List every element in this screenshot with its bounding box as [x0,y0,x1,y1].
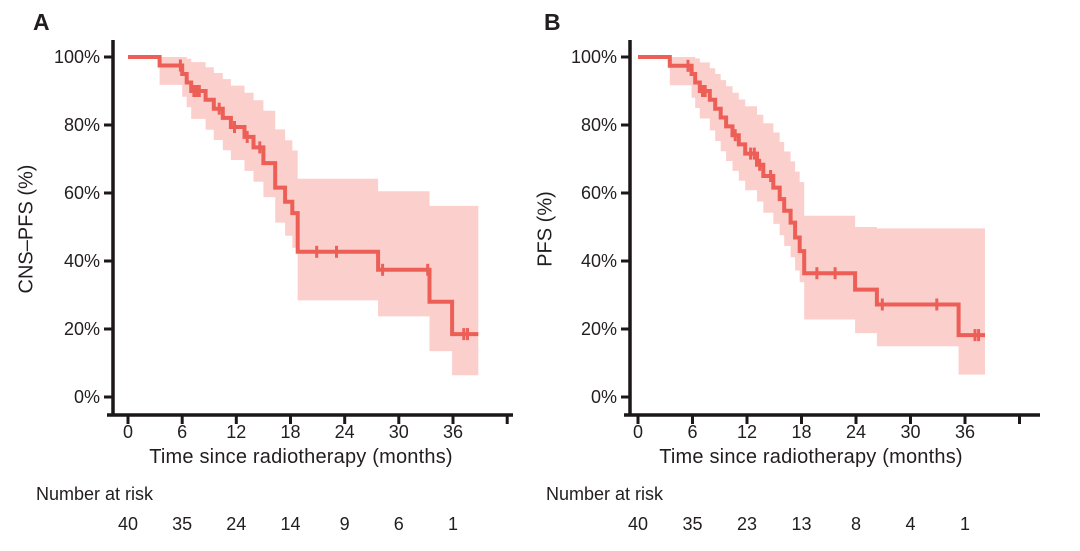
risk-count: 1 [959,514,970,534]
risk-count: 23 [736,514,758,534]
x-tick-label: 24 [845,422,867,442]
number-at-risk-label-b: Number at risk [546,484,664,504]
x-tick-label: 12 [226,422,247,442]
risk-count: 1 [447,514,458,534]
y-tick-label: 60% [580,183,617,203]
y-tick-label: 0% [590,387,617,407]
x-tick-label: 36 [954,422,976,442]
y-tick-label: 60% [63,183,100,203]
x-tick-label: 0 [122,422,133,442]
risk-count: 4 [905,514,916,534]
risk-count: 13 [791,514,812,534]
risk-count: 35 [172,514,193,534]
y-tick-label: 20% [63,319,100,339]
risk-count: 6 [393,514,404,534]
number-at-risk-label-a: Number at risk [36,484,154,504]
panel-a-label: A [33,9,50,35]
x-tick-label: 18 [280,422,301,442]
risk-count: 8 [850,514,861,534]
y-tick-label: 80% [63,115,100,135]
y-tick-label: 20% [580,319,617,339]
panel-b-label: B [544,9,561,35]
x-tick-label: 30 [900,422,921,442]
y-tick-label: 40% [580,251,617,271]
risk-count: 40 [627,514,649,534]
risk-count: 14 [280,514,301,534]
km-curve [638,55,985,338]
y-tick-label: 0% [73,387,100,407]
risk-count: 40 [117,514,139,534]
x-tick-label: 36 [442,422,464,442]
x-axis-title-a: Time since radiotherapy (months) [149,446,453,468]
risk-count: 9 [339,514,350,534]
x-tick-label: 0 [632,422,643,442]
x-tick-label: 6 [177,422,188,442]
x-tick-label: 24 [334,422,355,442]
confidence-band [159,57,479,376]
x-tick-label: 30 [388,422,409,442]
x-tick-label: 6 [687,422,698,442]
km-curve [128,55,479,337]
x-tick-label: 18 [791,422,812,442]
y-tick-label: 100% [570,47,617,67]
y-tick-label: 40% [63,251,100,271]
x-axis-title-b: Time since radiotherapy (months) [659,446,963,468]
confidence-band [669,57,985,375]
risk-count: 24 [226,514,247,534]
x-tick-label: 12 [736,422,758,442]
y-tick-label: 100% [53,47,100,67]
risk-count: 35 [682,514,703,534]
y-tick-label: 80% [580,115,617,135]
